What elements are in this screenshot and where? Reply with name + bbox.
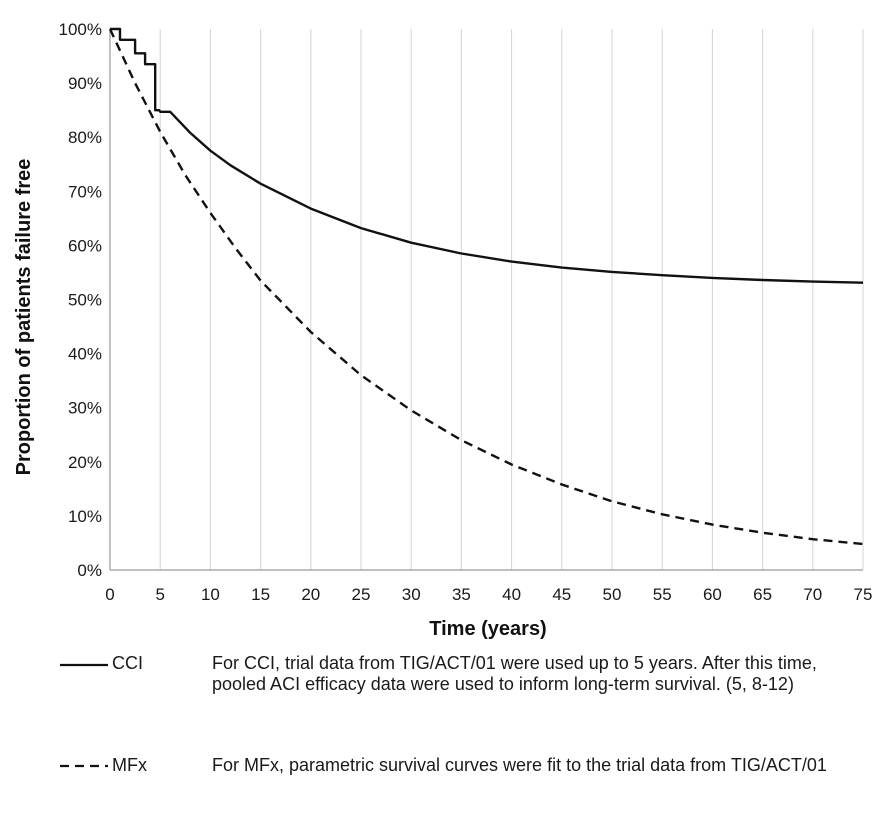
series-line-mfx <box>108 28 864 546</box>
x-tick-label: 30 <box>402 585 421 604</box>
x-tick-label: 5 <box>155 585 164 604</box>
y-tick-label: 50% <box>68 291 102 310</box>
x-tick-labels: 0 5 10 15 20 25 30 35 40 45 50 55 60 65 70 75 <box>105 585 872 604</box>
gridlines <box>159 29 864 570</box>
y-tick-label: 80% <box>68 128 102 147</box>
x-tick-label: 20 <box>301 585 320 604</box>
legend-item-cci: CCI For CCI, trial data from TIG/ACT/01 … <box>0 650 878 730</box>
chart: 0% 10% 20% 30% 40% 50% 60% 70% 80% 90% 100% 0 5 10 15… <box>13 20 872 640</box>
series-line-cci <box>110 27 864 284</box>
y-tick-label: 100% <box>59 20 102 39</box>
x-axis-title: Time (years) <box>429 618 546 640</box>
y-tick-labels: 0% 10% 20% 30% 40% 50% 60% 70% 80% 90% 100% <box>59 20 102 580</box>
x-tick-label: 60 <box>703 585 722 604</box>
x-tick-label: 55 <box>653 585 672 604</box>
axes <box>109 29 863 571</box>
y-tick-label: 40% <box>68 345 102 364</box>
x-tick-label: 75 <box>854 585 873 604</box>
legend-swatch-cci <box>60 663 108 667</box>
x-tick-label: 25 <box>352 585 371 604</box>
x-tick-label: 45 <box>552 585 571 604</box>
x-tick-label: 0 <box>105 585 114 604</box>
y-tick-label: 20% <box>68 453 102 472</box>
x-tick-label: 65 <box>753 585 772 604</box>
series-lines <box>108 27 864 546</box>
x-tick-label: 10 <box>201 585 220 604</box>
y-axis-title: Proportion of patients failure free <box>13 159 35 476</box>
y-tick-label: 30% <box>68 399 102 418</box>
y-tick-label: 90% <box>68 74 102 93</box>
x-tick-label: 40 <box>502 585 521 604</box>
x-tick-label: 70 <box>803 585 822 604</box>
legend-label-mfx: MFx <box>112 755 147 775</box>
legend-note-mfx: For MFx, parametric survival curves were… <box>212 755 827 775</box>
y-tick-label: 70% <box>68 182 102 201</box>
legend-label-cci: CCI <box>112 653 143 673</box>
y-tick-label: 10% <box>68 507 102 526</box>
x-tick-label: 35 <box>452 585 471 604</box>
legend-item-mfx: MFx For MFx, parametric survival curves … <box>0 752 878 832</box>
legend-swatch-mfx <box>60 764 108 768</box>
legend-note-cci: For CCI, trial data from TIG/ACT/01 were… <box>212 653 817 694</box>
x-tick-label: 50 <box>603 585 622 604</box>
y-tick-label: 60% <box>68 236 102 255</box>
x-tick-label: 15 <box>251 585 270 604</box>
y-tick-label: 0% <box>77 561 102 580</box>
